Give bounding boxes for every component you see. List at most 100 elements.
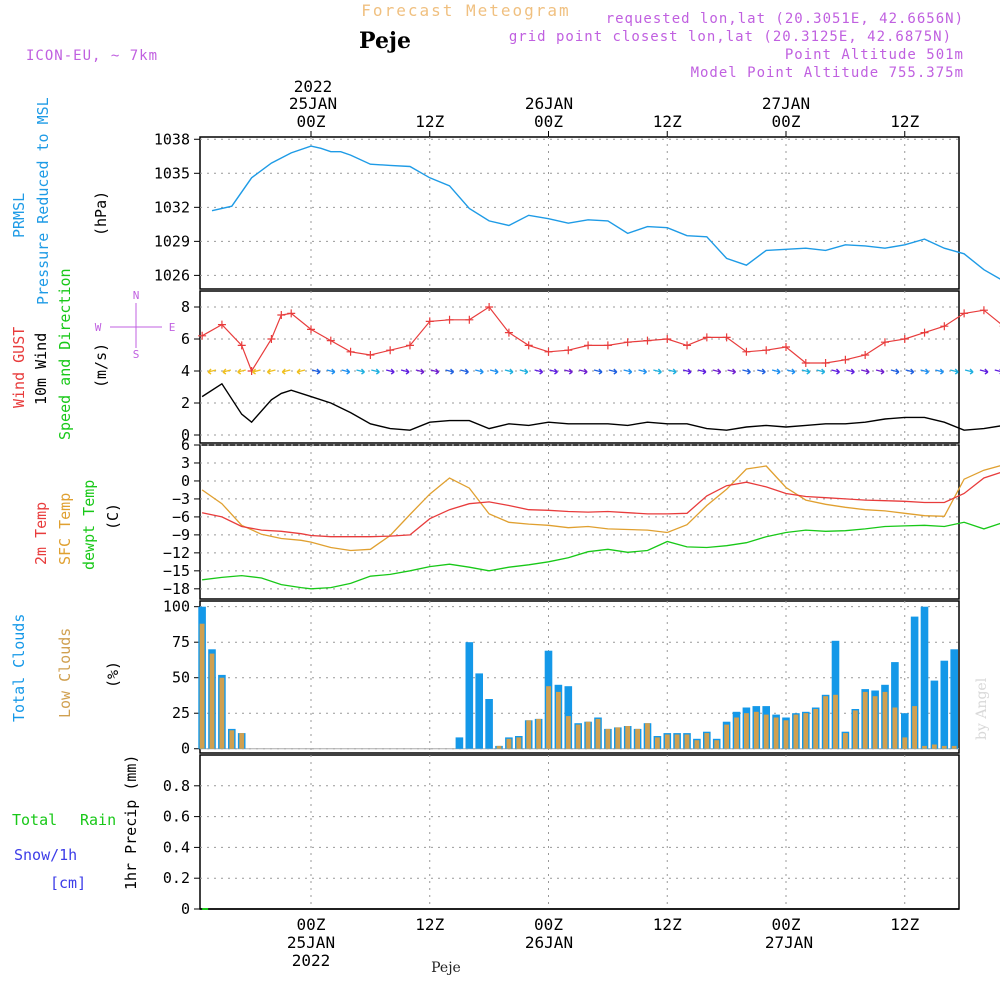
wind-direction-arrow — [504, 368, 514, 375]
wind-direction-arrow — [890, 368, 900, 375]
wind-direction-arrow — [593, 368, 603, 375]
temp-unit: (C) — [104, 503, 122, 530]
wind-direction-arrow — [816, 368, 826, 375]
gust-point — [643, 336, 652, 345]
wind-direction-arrow — [534, 368, 544, 375]
y-tick-label: −12 — [163, 544, 190, 562]
low-cloud-bar — [635, 728, 640, 749]
wind-direction-arrow — [415, 368, 425, 375]
gridpoint-coords: grid point closest lon,lat (20.3125E, 42… — [509, 29, 952, 45]
panel-frame — [199, 754, 960, 910]
y-tick-label: 0 — [181, 426, 190, 444]
sfc-temp-line — [201, 465, 1000, 552]
low-cloud-bar — [793, 714, 799, 749]
wind-direction-arrow — [430, 368, 440, 375]
wind-direction-arrow — [771, 368, 781, 375]
low-cloud-bar — [783, 720, 789, 749]
wind-direction-arrow — [860, 368, 870, 375]
wind-direction-arrow — [905, 368, 915, 375]
total-cloud-bar — [901, 713, 909, 749]
precip-unit: 1hr Precip (mm) — [122, 755, 140, 890]
low-cloud-bar — [813, 709, 819, 749]
low-cloud-bar — [862, 691, 868, 749]
panel-frame — [199, 290, 960, 444]
total-cloud-bar — [891, 662, 899, 749]
low-cloud-bar — [922, 745, 927, 749]
gust-point — [366, 351, 375, 359]
bottom-date-26jan: 26JAN — [525, 933, 573, 952]
wind-speed-dir-label: Speed and Direction — [56, 268, 74, 440]
pressure-unit: (hPa) — [92, 191, 110, 236]
y-tick-label: 1038 — [154, 130, 190, 148]
total-cloud-bar — [485, 699, 493, 749]
compass-cross — [110, 303, 162, 348]
y-tick-label: 0 — [181, 740, 190, 758]
low-cloud-bar — [843, 733, 848, 749]
wind-direction-arrow — [326, 368, 336, 375]
gust-point — [485, 303, 494, 311]
dewpt-line — [202, 521, 1000, 590]
wind-direction-arrow — [400, 368, 410, 375]
low-clouds-label: Low Clouds — [56, 628, 74, 718]
wind-direction-arrow — [668, 368, 677, 375]
y-tick-label: 0.8 — [163, 777, 190, 795]
compass-n: N — [133, 289, 140, 302]
gust-point — [564, 346, 573, 355]
low-cloud-bar — [526, 720, 532, 749]
low-cloud-bar — [852, 710, 858, 749]
total-cloud-bar — [950, 649, 958, 749]
y-tick-label: 75 — [172, 633, 190, 651]
gust-point — [683, 341, 692, 350]
gust-point — [623, 338, 632, 347]
gust-point — [504, 328, 513, 337]
low-cloud-bar — [556, 691, 561, 749]
wind-direction-arrow — [786, 368, 796, 375]
low-cloud-bar — [674, 734, 680, 749]
gust-line — [201, 306, 1000, 373]
gust-point — [465, 315, 474, 324]
low-cloud-bar — [753, 711, 759, 749]
y-tick-label: 6 — [181, 330, 190, 348]
total-cloud-bar — [455, 737, 464, 749]
y-tick-label: 25 — [172, 704, 190, 722]
wind-direction-arrow — [385, 368, 395, 375]
bottom-tick-label: 12Z — [415, 915, 444, 934]
bottom-tick-label: 00Z — [297, 915, 326, 934]
low-cloud-bar — [585, 721, 591, 749]
wind-direction-arrow — [757, 368, 766, 375]
gust-point — [702, 333, 711, 342]
y-tick-label: 50 — [172, 669, 190, 687]
low-cloud-bar — [684, 734, 690, 749]
y-tick-label: 1029 — [154, 232, 190, 250]
compass-w: W — [95, 321, 102, 334]
wind-direction-arrow — [653, 368, 662, 375]
wind-unit: (m/s) — [92, 343, 110, 388]
gust-point — [307, 325, 315, 334]
dewpt-label: dewpt Temp — [80, 480, 98, 570]
low-cloud-bar — [209, 653, 215, 749]
gust-point — [821, 359, 830, 367]
wind-direction-arrow — [935, 368, 944, 375]
low-cloud-bar — [704, 733, 710, 749]
low-cloud-bar — [229, 730, 235, 749]
wind-label: 10m Wind — [32, 333, 50, 405]
low-cloud-bar — [892, 707, 898, 749]
low-cloud-bar — [823, 696, 828, 749]
total-cloud-bar — [465, 642, 474, 749]
wind-direction-arrow — [801, 368, 811, 375]
wind-direction-arrow — [564, 368, 573, 375]
wind-direction-arrow — [281, 368, 291, 375]
wind-direction-arrow — [979, 368, 989, 375]
low-cloud-bar — [199, 623, 205, 749]
y-tick-label: −6 — [172, 508, 190, 526]
gust-point — [920, 328, 929, 337]
t2m-line — [201, 471, 1000, 538]
y-tick-label: −18 — [163, 580, 190, 598]
temp-labels: 2m Temp SFC Temp dewpt Temp (C) — [32, 480, 122, 570]
snow-unit-label: [cm] — [50, 874, 86, 892]
snow-label: Snow/1h — [14, 846, 77, 864]
panel-frames — [199, 136, 960, 910]
low-cloud-bar — [744, 713, 749, 749]
prmsl-label: PRMSL — [10, 193, 28, 238]
